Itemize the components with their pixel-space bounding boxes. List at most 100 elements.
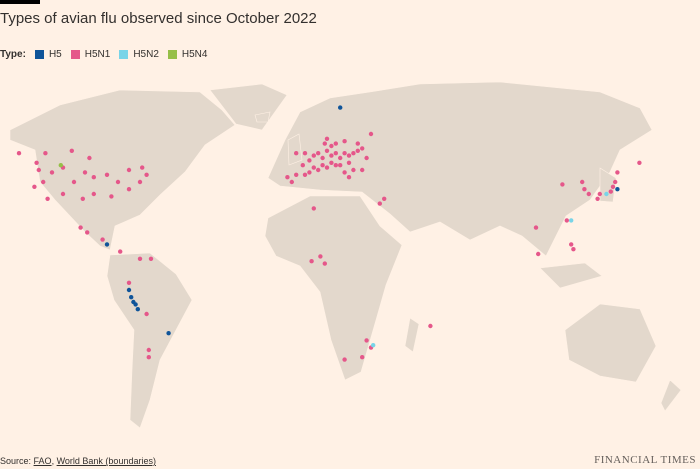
outbreak-dot	[346, 153, 352, 158]
outbreak-dot	[580, 179, 585, 185]
outbreak-dot	[382, 196, 387, 201]
outbreak-dot	[608, 189, 613, 194]
outbreak-dot	[41, 179, 46, 185]
outbreak-dot	[32, 184, 37, 189]
outbreak-dot	[104, 172, 110, 177]
outbreak-dot	[597, 191, 602, 197]
outbreak-dot	[346, 175, 352, 180]
land	[9, 81, 682, 429]
outbreak-dot	[126, 187, 132, 192]
legend-label: H5N1	[84, 49, 111, 60]
outbreak-dot	[322, 261, 327, 266]
legend-swatch	[34, 50, 44, 59]
outbreak-dot	[309, 259, 314, 264]
legend-label: H5N4	[181, 49, 208, 60]
outbreak-dot	[34, 160, 39, 165]
outbreak-dot	[146, 355, 151, 360]
outbreak-dot	[87, 155, 92, 161]
outbreak-dot	[342, 151, 347, 156]
outbreak-dot	[610, 184, 616, 189]
outbreak-dot	[569, 218, 574, 223]
outbreak-dot	[338, 155, 343, 161]
outbreak-dot	[595, 196, 600, 201]
outbreak-dot	[342, 357, 347, 362]
outbreak-dot	[126, 280, 132, 285]
source-line: Source: FAO, World Bank (boundaries)	[0, 456, 156, 466]
outbreak-dot	[311, 153, 316, 158]
outbreak-dot	[338, 105, 343, 110]
outbreak-dot	[360, 167, 365, 173]
legend-label: H5N2	[133, 49, 159, 60]
outbreak-dot	[45, 196, 50, 201]
outbreak-dot	[135, 307, 140, 312]
outbreak-dot	[129, 295, 134, 300]
source-link[interactable]: World Bank (boundaries)	[56, 456, 156, 466]
outbreak-dot	[324, 148, 330, 153]
outbreak-dot	[329, 160, 334, 165]
outbreak-dot	[91, 191, 97, 197]
outbreak-dot	[69, 148, 75, 153]
outbreak-dot	[126, 287, 132, 293]
outbreak-dot	[364, 338, 369, 343]
brand: FINANCIAL TIMES	[594, 454, 696, 466]
outbreak-dot	[104, 242, 110, 247]
source-label: Source:	[0, 456, 32, 466]
outbreak-dot	[16, 151, 22, 156]
outbreak-dot	[126, 167, 132, 173]
outbreak-dot	[320, 155, 325, 161]
outbreak-dot	[360, 355, 365, 360]
outbreak-dot	[294, 172, 299, 177]
outbreak-dot	[346, 160, 352, 165]
legend: Type: H5 H5N1 H5N2 H5N4	[0, 49, 207, 60]
chart-title: Types of avian flu observed since Octobe…	[0, 10, 317, 27]
outbreak-dot	[49, 170, 55, 175]
outbreak-dot	[115, 179, 121, 185]
outbreak-dot	[311, 165, 316, 170]
legend-label: H5	[48, 49, 62, 60]
outbreak-dot	[371, 343, 376, 348]
outbreak-dot	[118, 249, 123, 254]
outbreak-dot	[564, 218, 569, 223]
outbreak-dot	[307, 158, 312, 163]
outbreak-dot	[428, 323, 433, 329]
outbreak-dot	[604, 191, 609, 197]
outbreak-dot	[137, 179, 143, 185]
outbreak-dot	[615, 170, 620, 175]
legend-swatch	[119, 50, 129, 59]
outbreak-dot	[109, 194, 114, 199]
outbreak-dot	[146, 347, 151, 353]
outbreak-dot	[307, 170, 312, 175]
outbreak-dot	[320, 163, 325, 168]
outbreak-dot	[302, 151, 308, 156]
ft-bar	[0, 0, 40, 4]
outbreak-dot	[582, 187, 587, 192]
outbreak-dot	[300, 163, 305, 168]
outbreak-dot	[560, 182, 565, 187]
outbreak-dot	[60, 191, 66, 197]
outbreak-dot	[536, 251, 541, 257]
outbreak-dot	[351, 167, 356, 173]
outbreak-dot	[294, 151, 299, 156]
outbreak-dot	[322, 141, 327, 146]
outbreak-dot	[100, 237, 105, 242]
outbreak-dot	[91, 175, 97, 180]
outbreak-dot	[615, 187, 620, 192]
outbreak-dot	[613, 179, 618, 185]
outbreak-dot	[58, 163, 63, 168]
outbreak-dot	[133, 302, 138, 307]
source-link[interactable]: FAO	[33, 456, 52, 466]
legend-swatch	[167, 50, 177, 59]
outbreak-dot	[82, 170, 88, 175]
outbreak-dot	[364, 155, 369, 161]
outbreak-dot	[569, 242, 574, 247]
outbreak-dot	[80, 196, 86, 201]
outbreak-dot	[324, 165, 330, 170]
outbreak-dot	[333, 151, 338, 156]
outbreak-dot	[355, 148, 360, 153]
outbreak-dot	[351, 151, 356, 156]
outbreak-dot	[140, 165, 145, 170]
outbreak-dot	[586, 191, 591, 197]
outbreak-dot	[368, 131, 374, 137]
outbreak-dot	[302, 172, 308, 177]
outbreak-dot	[85, 230, 90, 235]
